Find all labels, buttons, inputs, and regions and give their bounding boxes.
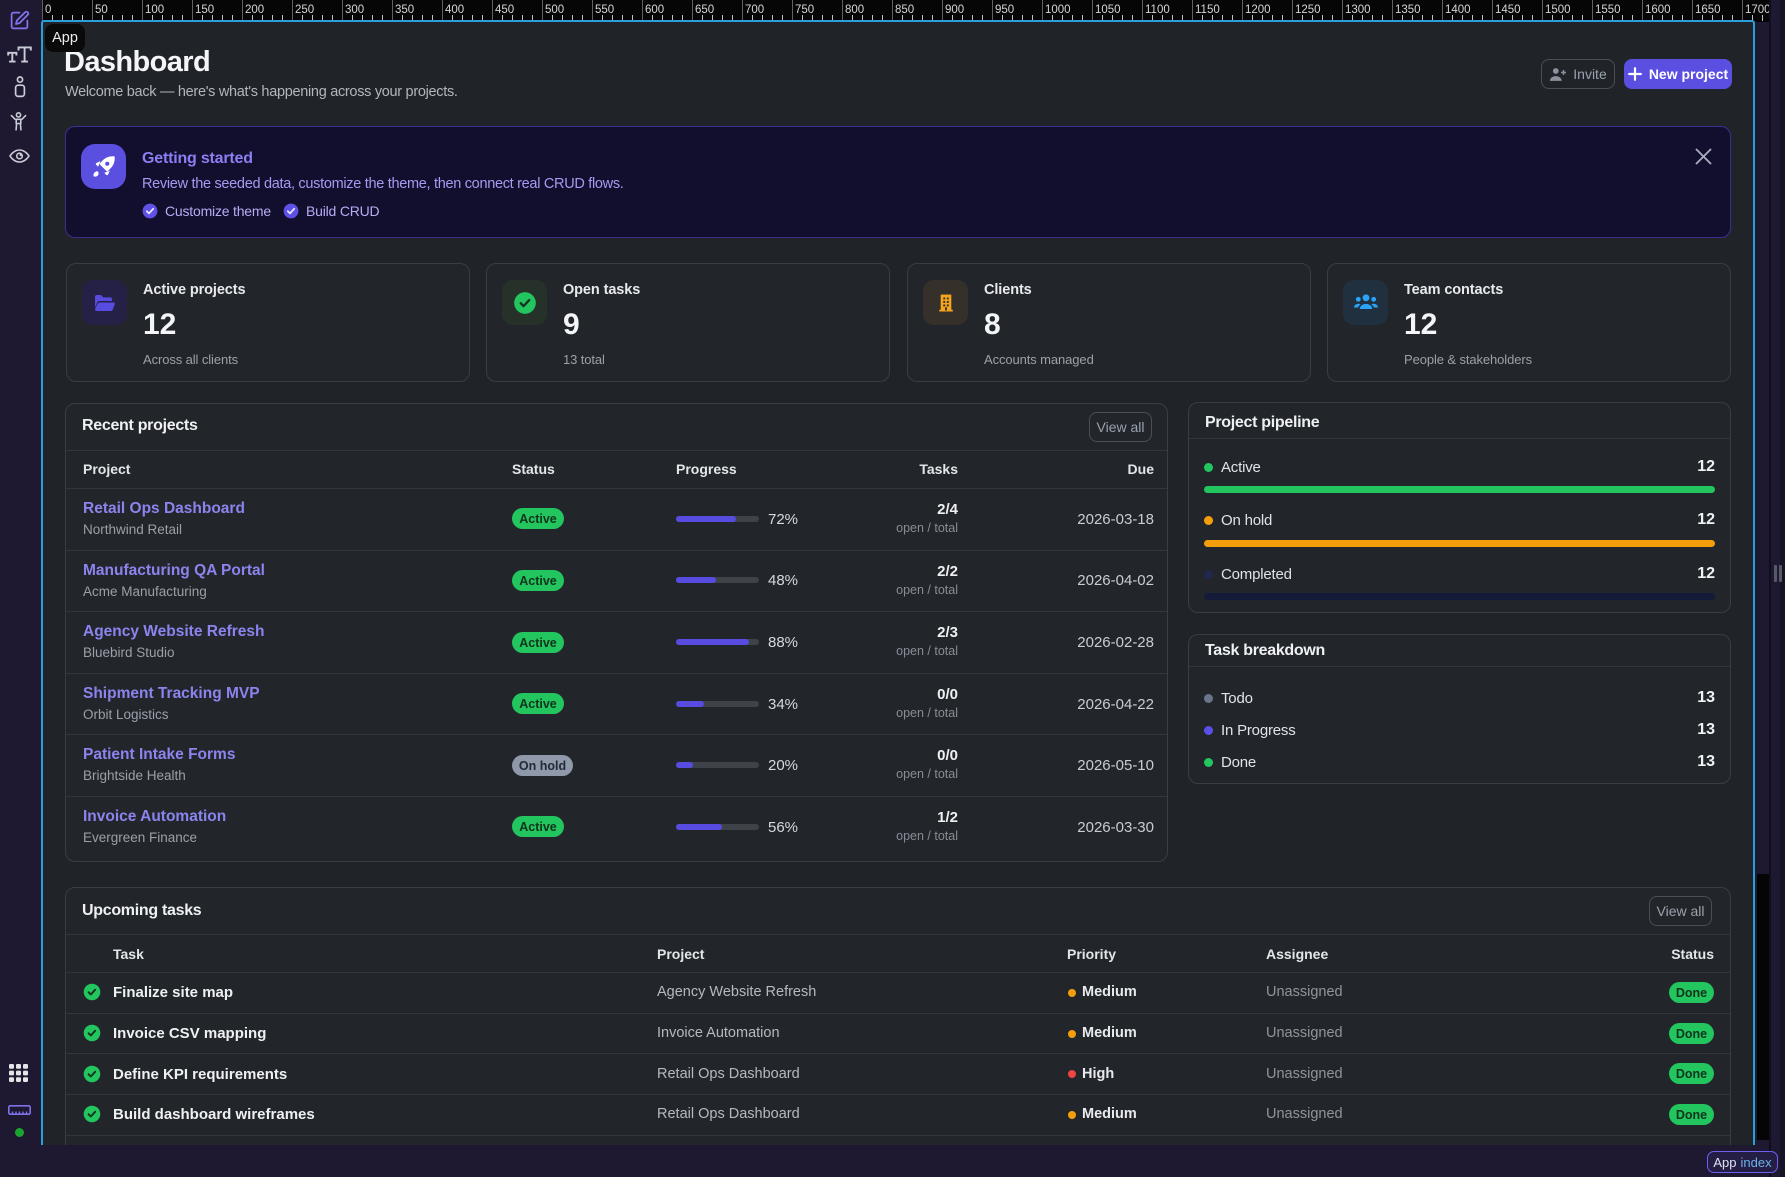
svg-text:1450: 1450: [1495, 4, 1521, 16]
svg-text:150: 150: [195, 4, 214, 16]
svg-text:550: 550: [595, 4, 614, 16]
svg-text:800: 800: [845, 4, 864, 16]
svg-text:1650: 1650: [1695, 4, 1721, 16]
svg-text:600: 600: [645, 4, 664, 16]
svg-text:650: 650: [695, 4, 714, 16]
svg-text:500: 500: [545, 4, 564, 16]
svg-text:1100: 1100: [1145, 4, 1170, 16]
svg-text:200: 200: [245, 4, 264, 16]
svg-text:250: 250: [295, 4, 314, 16]
svg-text:1400: 1400: [1445, 4, 1471, 16]
svg-text:300: 300: [345, 4, 364, 16]
svg-text:450: 450: [495, 4, 514, 16]
svg-text:1600: 1600: [1645, 4, 1671, 16]
svg-text:1200: 1200: [1245, 4, 1271, 16]
svg-text:50: 50: [95, 4, 108, 16]
svg-text:700: 700: [745, 4, 764, 16]
svg-text:1000: 1000: [1045, 4, 1071, 16]
svg-text:750: 750: [795, 4, 814, 16]
svg-text:1150: 1150: [1195, 4, 1220, 16]
svg-text:900: 900: [945, 4, 964, 16]
svg-text:0: 0: [45, 4, 51, 16]
svg-text:850: 850: [895, 4, 914, 16]
svg-text:100: 100: [145, 4, 164, 16]
svg-text:1500: 1500: [1545, 4, 1571, 16]
svg-text:1550: 1550: [1595, 4, 1621, 16]
svg-text:1700: 1700: [1745, 4, 1769, 16]
svg-text:1050: 1050: [1095, 4, 1121, 16]
svg-text:1300: 1300: [1345, 4, 1371, 16]
svg-text:1350: 1350: [1395, 4, 1421, 16]
svg-text:400: 400: [445, 4, 464, 16]
svg-text:350: 350: [395, 4, 414, 16]
svg-text:1250: 1250: [1295, 4, 1321, 16]
svg-text:950: 950: [995, 4, 1014, 16]
